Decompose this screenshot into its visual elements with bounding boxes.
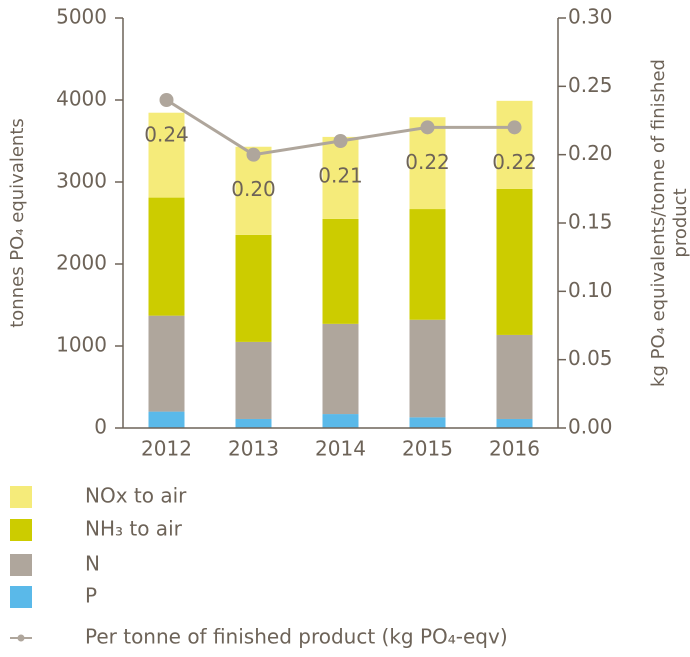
- legend-swatch: [10, 554, 32, 576]
- legend-swatch: [10, 519, 32, 541]
- bar-segment: [496, 188, 533, 335]
- bar-segment: [148, 315, 185, 412]
- y-tick-label: 1000: [56, 333, 107, 357]
- x-tick-label: 2013: [228, 437, 279, 461]
- line-point: [159, 93, 174, 107]
- y2-axis-label: product: [670, 188, 690, 257]
- y-axis-label: tonnes PO₄ equivalents: [7, 118, 28, 328]
- data-label: 0.20: [231, 177, 276, 201]
- bar-segment: [409, 319, 446, 418]
- legend-label: N: [85, 552, 100, 576]
- legend-marker: [17, 634, 25, 642]
- y2-axis-label: kg PO₄ equivalents/tonne of finished: [648, 59, 669, 387]
- data-label: 0.24: [144, 123, 189, 147]
- legend-label: P: [85, 584, 97, 608]
- bar-segment: [409, 417, 446, 428]
- y-tick-label: 4000: [56, 87, 107, 111]
- y2-tick-label: 0.30: [568, 5, 613, 29]
- bar-segment: [235, 234, 272, 342]
- x-tick-label: 2016: [489, 437, 540, 461]
- bar-segment: [496, 418, 533, 428]
- data-label: 0.22: [492, 150, 537, 174]
- bar-segment: [235, 341, 272, 419]
- y2-tick-label: 0.25: [568, 73, 613, 97]
- bar-segment: [322, 136, 359, 219]
- data-label: 0.22: [405, 150, 450, 174]
- bar-segment: [496, 100, 533, 189]
- y2-tick-label: 0.15: [568, 210, 613, 234]
- line-point: [333, 134, 348, 148]
- bar-segment: [148, 112, 185, 198]
- line-point: [420, 120, 435, 135]
- bar-segment: [409, 209, 446, 320]
- y2-tick-label: 0.00: [568, 415, 613, 439]
- legend-label: NOx to air: [85, 484, 187, 508]
- data-label: 0.21: [318, 164, 363, 188]
- legend-swatch: [10, 586, 32, 608]
- bar-segment: [496, 334, 533, 419]
- bar-segment: [322, 323, 359, 415]
- legend-label: NH₃ to air: [85, 517, 183, 541]
- legend-label: Per tonne of finished product (kg PO₄-eq…: [85, 625, 508, 649]
- bar-segment: [322, 218, 359, 324]
- line-point: [507, 120, 522, 135]
- line-point: [246, 147, 261, 162]
- y-tick-label: 5000: [56, 5, 107, 29]
- bar-segment: [148, 197, 185, 316]
- y-tick-label: 3000: [56, 169, 107, 193]
- y2-tick-label: 0.20: [568, 141, 613, 165]
- bar-segment: [148, 411, 185, 428]
- x-tick-label: 2014: [315, 437, 366, 461]
- y2-tick-label: 0.05: [568, 346, 613, 370]
- y2-tick-label: 0.10: [568, 278, 613, 302]
- x-tick-label: 2015: [402, 437, 453, 461]
- x-tick-label: 2012: [141, 437, 192, 461]
- legend-swatch: [10, 486, 32, 508]
- y-tick-label: 2000: [56, 251, 107, 275]
- y-tick-label: 0: [94, 415, 107, 439]
- bar-segment: [235, 418, 272, 428]
- bar-segment: [322, 414, 359, 428]
